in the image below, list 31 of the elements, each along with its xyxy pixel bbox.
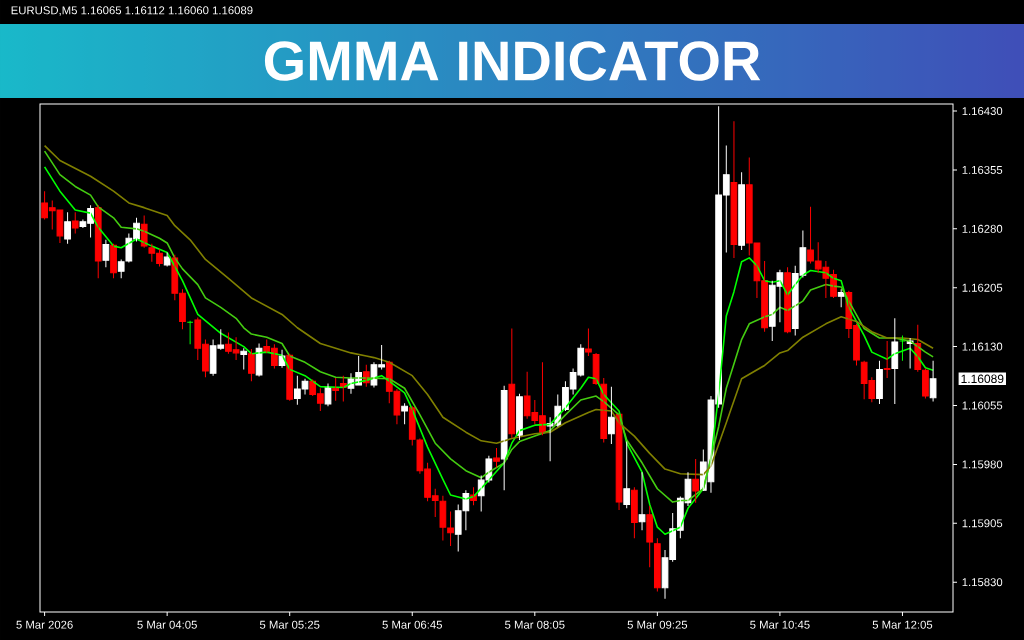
x-tick-label: 5 Mar 05:25	[259, 620, 320, 629]
x-tick-label: 5 Mar 06:45	[382, 620, 443, 629]
candlestick	[71, 211, 79, 235]
x-tick-label: 5 Mar 10:45	[750, 620, 810, 629]
x-tick-label: 5 Mar 08:05	[505, 620, 565, 629]
chart-subtitle: EURUSD,M5 1.16065 1.16112 1.16060 1.16089	[11, 6, 253, 16]
y-tick-label: 1.16055	[962, 401, 1003, 410]
candlestick	[646, 505, 654, 568]
x-tick-label: 5 Mar 12:05	[872, 620, 933, 629]
candlestick	[64, 211, 71, 245]
y-tick-label: 1.16430	[962, 107, 1003, 116]
chart-title: GMMA INDICATOR	[264, 41, 761, 81]
candlestick	[922, 368, 929, 399]
y-tick-label: 1.15905	[962, 519, 1003, 528]
candlestick	[401, 402, 408, 425]
y-tick-label: 1.16280	[962, 224, 1003, 233]
y-tick-label: 1.16355	[962, 165, 1003, 174]
y-tick-label: 1.16205	[962, 283, 1003, 292]
candlestick	[692, 458, 700, 504]
x-tick-label: 5 Mar 09:25	[627, 620, 688, 629]
candlestick	[623, 441, 631, 509]
candlestick	[738, 171, 745, 251]
candlestick	[493, 447, 500, 469]
x-tick-label: 5 Mar 04:05	[137, 620, 197, 629]
candlestick	[585, 328, 592, 357]
y-tick-label: 1.16130	[962, 342, 1003, 351]
annotation: 1.16089	[961, 374, 1004, 384]
y-tick-label: 1.15830	[962, 578, 1003, 587]
candlestick	[883, 340, 891, 379]
y-tick-label: 1.15980	[962, 460, 1003, 469]
x-tick-label: 5 Mar 2026	[16, 620, 73, 629]
